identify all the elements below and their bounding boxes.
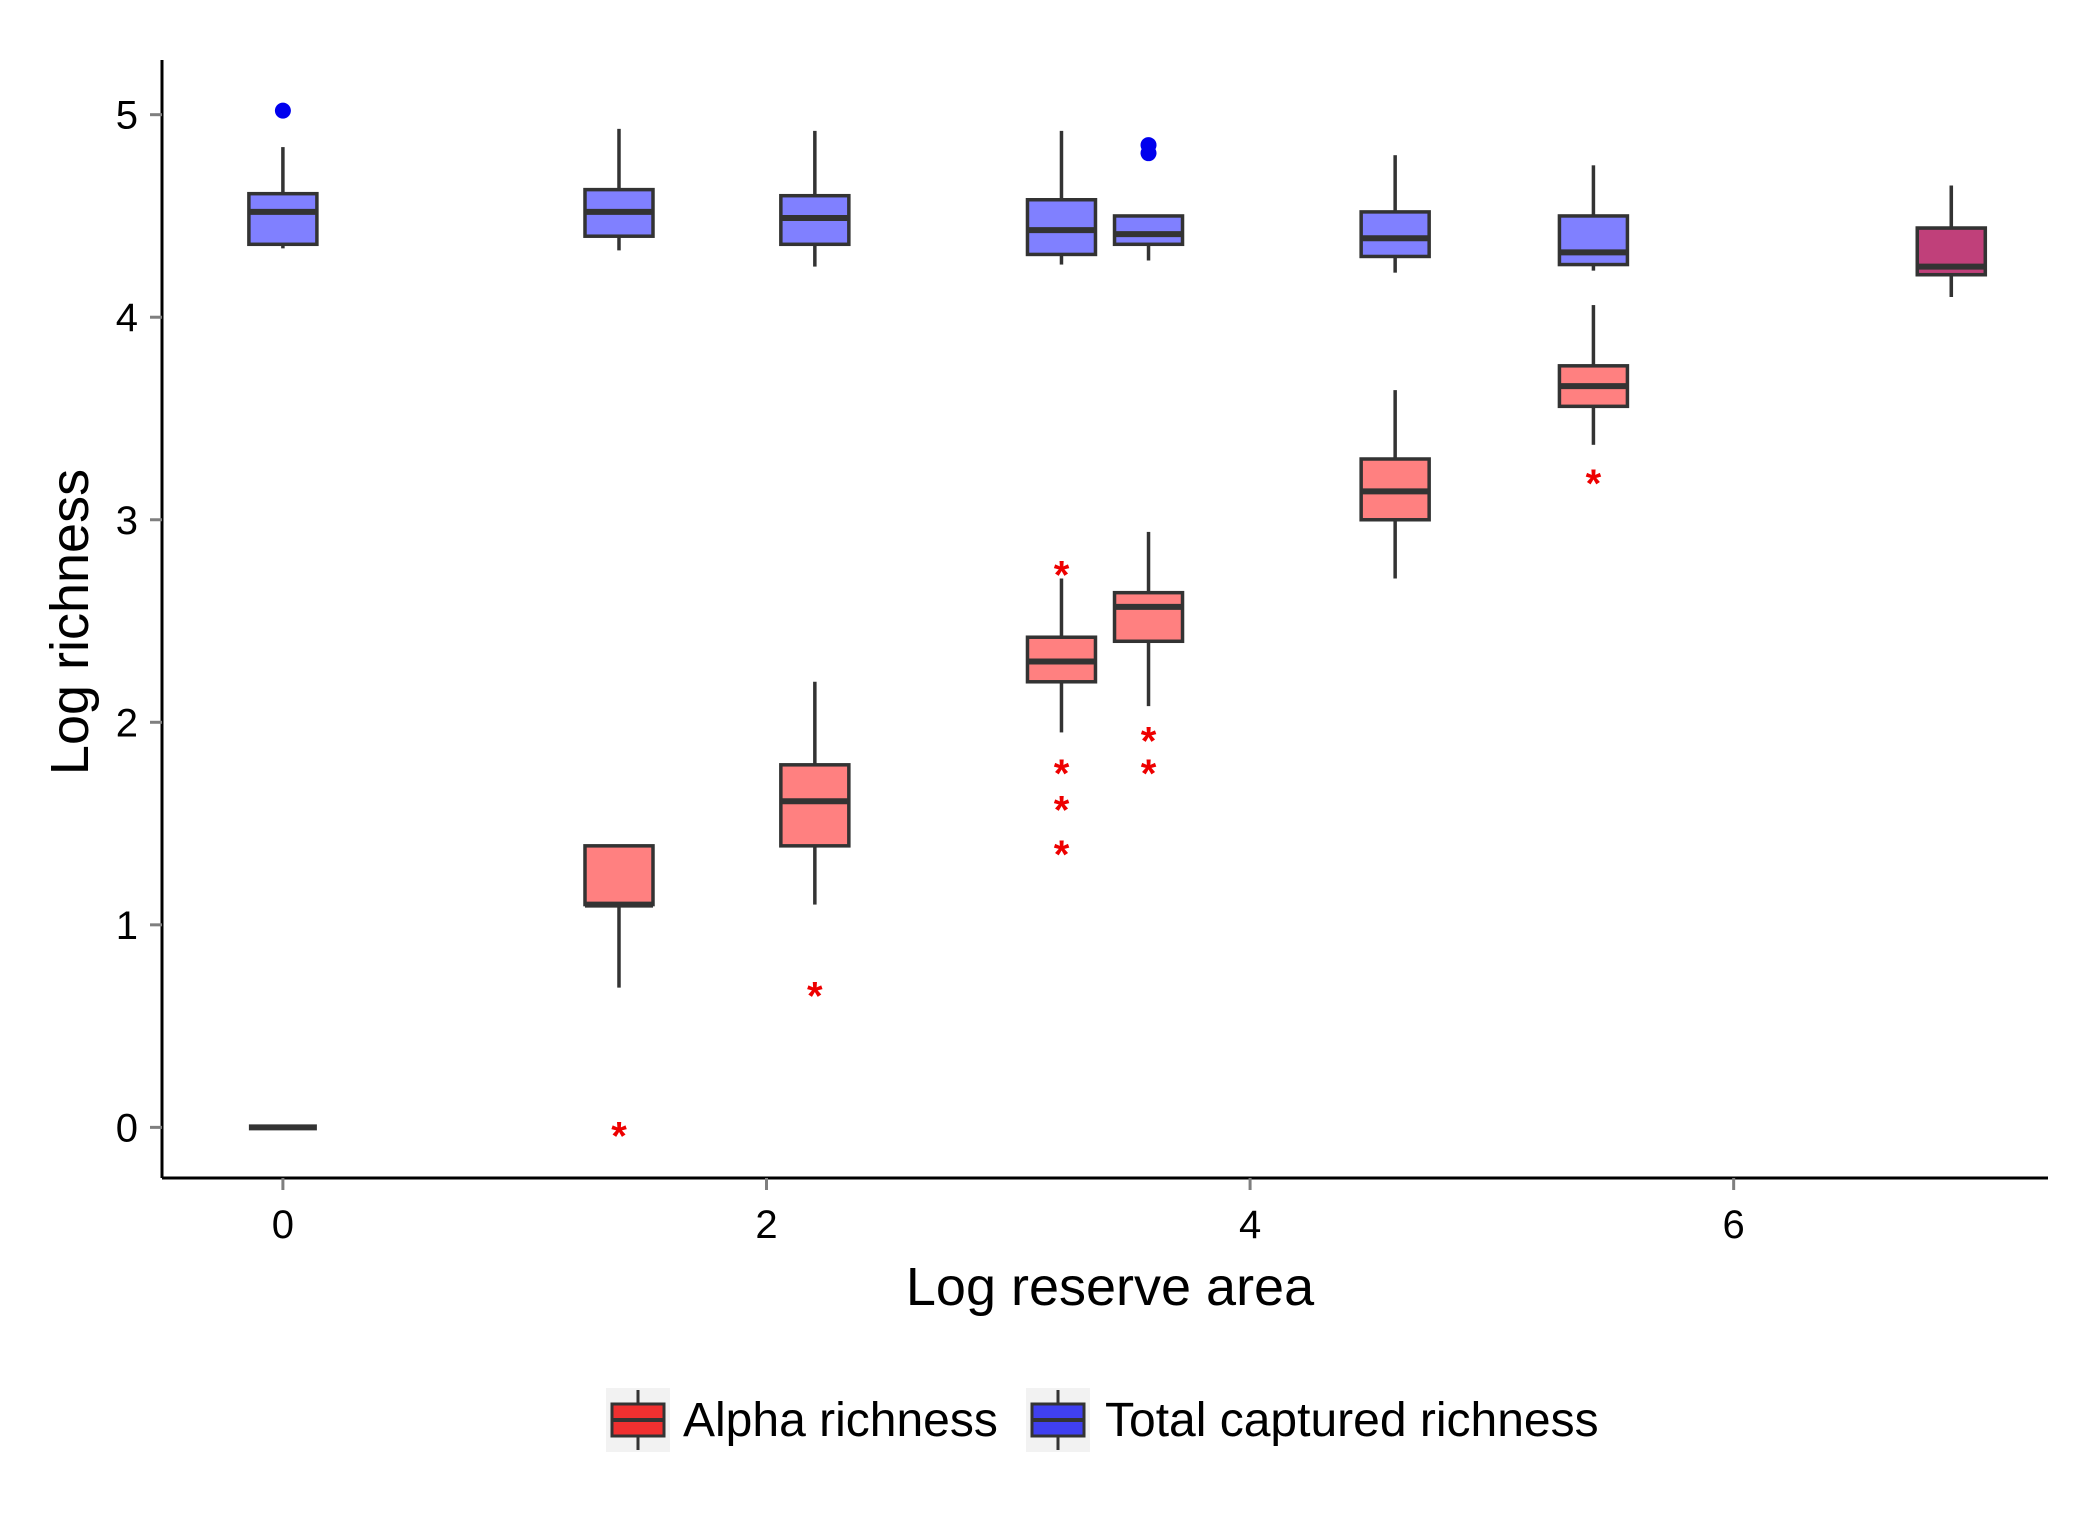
y-axis: 0 1 2 3 4 5: [116, 60, 164, 1178]
y-tick-label: 0: [116, 1106, 138, 1150]
alpha-box: *: [583, 844, 655, 1158]
total-box: [1915, 185, 1988, 297]
x-axis: 0 2 4 6: [162, 1176, 2048, 1247]
y-tick-label: 2: [116, 701, 138, 745]
outlier-point: [1140, 145, 1157, 162]
total-box: [779, 130, 851, 267]
y-tick-label: 4: [116, 296, 138, 340]
total-box: [247, 102, 319, 249]
y-tick-label: 1: [116, 904, 138, 948]
y-axis-title: Log richness: [40, 469, 100, 775]
alpha-box: *: [1557, 305, 1630, 506]
series-alpha: *********: [248, 185, 1988, 1158]
x-tick-label: 4: [1239, 1203, 1261, 1247]
outlier-point: *: [1141, 752, 1157, 796]
outlier-point: *: [1054, 788, 1070, 832]
total-box: [1112, 137, 1185, 261]
box-body: [1112, 214, 1185, 247]
box-body: [247, 191, 319, 247]
alpha-box: [1359, 390, 1431, 579]
outlier-point: *: [1054, 833, 1070, 877]
outlier-point: *: [807, 975, 823, 1019]
total-box: [1359, 155, 1431, 273]
legend-item-alpha: Alpha richness: [606, 1388, 998, 1452]
outlier-point: *: [611, 1114, 627, 1158]
legend: Alpha richness Total captured richness: [606, 1388, 1599, 1452]
x-tick-label: 6: [1723, 1203, 1745, 1247]
outlier-point: *: [1054, 752, 1070, 796]
x-axis-title: Log reserve area: [906, 1257, 1315, 1317]
legend-label: Total captured richness: [1105, 1394, 1599, 1447]
box-body: [779, 763, 851, 848]
total-box: [1557, 165, 1630, 271]
outlier-point: *: [1141, 719, 1157, 763]
x-tick-label: 0: [272, 1203, 294, 1247]
total-box: [583, 128, 655, 251]
alpha-box: ****: [1025, 553, 1098, 877]
plot-area: *********: [247, 102, 1988, 1158]
box-body: [1359, 210, 1431, 259]
total-box: [1025, 130, 1098, 265]
y-tick-label: 3: [116, 499, 138, 543]
box-body: [1025, 198, 1098, 257]
outlier-point: [274, 102, 291, 119]
box-body: [1557, 214, 1630, 267]
alpha-box: **: [1112, 531, 1185, 796]
box-body: [1112, 590, 1185, 644]
outlier-point: *: [1586, 462, 1602, 506]
series-total: [247, 102, 1988, 297]
legend-item-total: Total captured richness: [1026, 1388, 1599, 1452]
alpha-box: *: [779, 681, 851, 1019]
outlier-point: *: [1054, 553, 1070, 597]
x-tick-label: 2: [755, 1203, 777, 1247]
y-tick-label: 5: [116, 94, 138, 138]
legend-label: Alpha richness: [683, 1394, 998, 1447]
box-body: [583, 844, 655, 907]
